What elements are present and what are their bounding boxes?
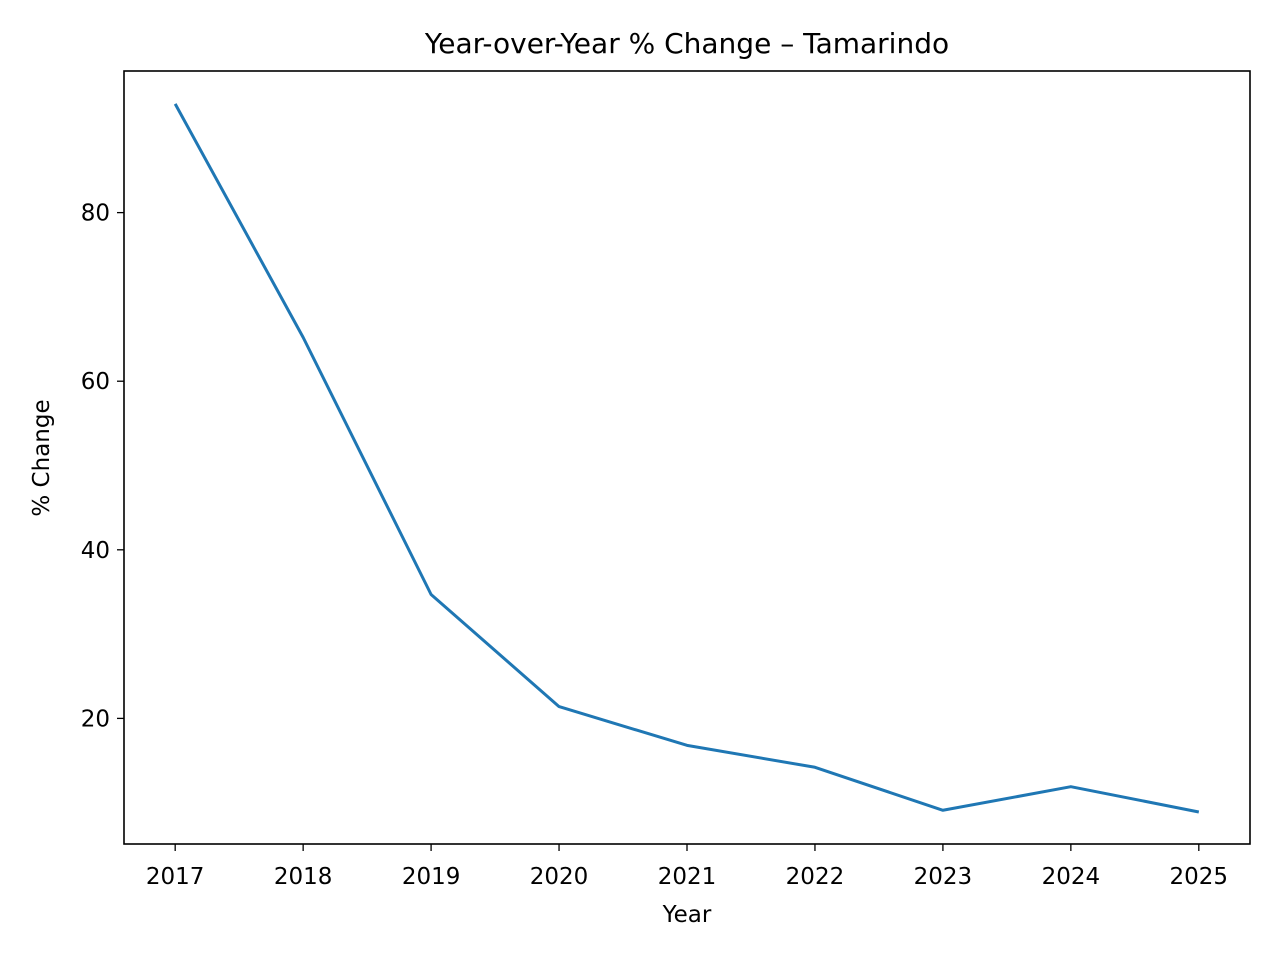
plot-area: 2017 2018 2019 2020 2021 2022 2023 2024 2025 20 40… xyxy=(81,70,1251,890)
x-tick-label: 2018 xyxy=(274,864,333,890)
x-tick-label: 2025 xyxy=(1170,864,1229,890)
x-tick-label: 2022 xyxy=(786,864,845,890)
chart-title: Year-over-Year % Change – Tamarindo xyxy=(424,27,949,60)
x-tick-label: 2017 xyxy=(146,864,205,890)
x-tick-label: 2021 xyxy=(658,864,717,890)
x-tick-label: 2023 xyxy=(914,864,973,890)
y-tick-label: 40 xyxy=(81,538,110,564)
x-tick-label: 2024 xyxy=(1042,864,1101,890)
y-axis-label: % Change xyxy=(29,399,55,516)
x-tick-label: 2019 xyxy=(402,864,461,890)
series-line xyxy=(173,103,1200,814)
y-tick-label: 20 xyxy=(81,706,110,732)
x-tick-label: 2020 xyxy=(530,864,589,890)
y-tick-label: 80 xyxy=(81,201,110,227)
x-axis-label: Year xyxy=(662,902,712,928)
y-tick-label: 60 xyxy=(81,369,110,395)
axes-frame xyxy=(123,70,1251,845)
